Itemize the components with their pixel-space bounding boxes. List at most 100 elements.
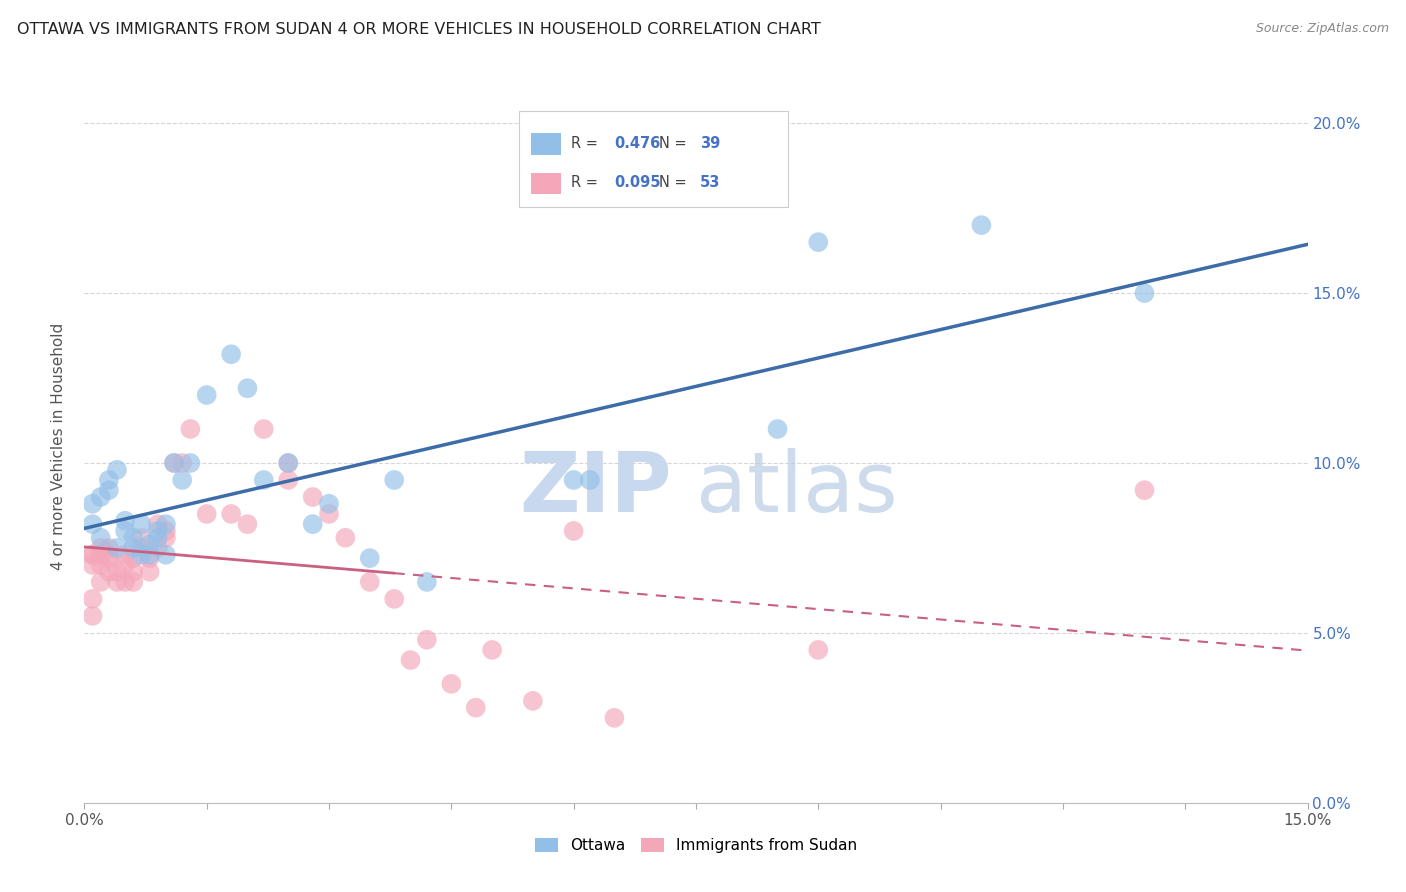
Point xyxy=(82,517,104,532)
Text: atlas: atlas xyxy=(696,449,897,529)
Text: 0.095: 0.095 xyxy=(614,175,661,190)
Point xyxy=(277,456,299,470)
Point xyxy=(382,591,405,606)
Point xyxy=(122,541,145,555)
Point xyxy=(114,558,136,572)
Point xyxy=(416,574,439,589)
Point xyxy=(122,574,145,589)
Text: N =: N = xyxy=(659,136,692,151)
Point xyxy=(163,456,186,470)
Text: R =: R = xyxy=(571,175,603,190)
Point xyxy=(562,473,585,487)
Point xyxy=(114,514,136,528)
Point xyxy=(97,473,120,487)
Legend: Ottawa, Immigrants from Sudan: Ottawa, Immigrants from Sudan xyxy=(529,832,863,859)
Point xyxy=(146,541,169,555)
Point xyxy=(253,473,276,487)
Point xyxy=(579,473,602,487)
Point xyxy=(359,574,381,589)
Point xyxy=(146,524,169,538)
Point xyxy=(97,548,120,562)
Point xyxy=(122,551,145,566)
Point xyxy=(138,565,160,579)
Point xyxy=(766,422,789,436)
Point xyxy=(131,541,153,555)
Text: ZIP: ZIP xyxy=(519,449,672,529)
Point xyxy=(155,517,177,532)
Point xyxy=(277,473,299,487)
Point xyxy=(97,551,120,566)
Point xyxy=(195,507,218,521)
Point xyxy=(318,497,340,511)
Text: OTTAWA VS IMMIGRANTS FROM SUDAN 4 OR MORE VEHICLES IN HOUSEHOLD CORRELATION CHAR: OTTAWA VS IMMIGRANTS FROM SUDAN 4 OR MOR… xyxy=(17,22,821,37)
Point xyxy=(90,548,112,562)
Point xyxy=(807,235,830,249)
Point xyxy=(301,517,323,532)
Point xyxy=(82,497,104,511)
Point xyxy=(172,473,194,487)
Point xyxy=(399,653,422,667)
Point xyxy=(131,531,153,545)
Point xyxy=(82,548,104,562)
Point xyxy=(1133,286,1156,301)
Point xyxy=(382,473,405,487)
Point xyxy=(155,548,177,562)
Point xyxy=(90,531,112,545)
Point xyxy=(807,643,830,657)
Point xyxy=(464,700,486,714)
Text: N =: N = xyxy=(659,175,692,190)
Point xyxy=(172,456,194,470)
Point xyxy=(481,643,503,657)
Point xyxy=(97,541,120,555)
Point xyxy=(105,574,128,589)
Point xyxy=(155,524,177,538)
Point xyxy=(416,632,439,647)
Point xyxy=(131,517,153,532)
Point xyxy=(131,548,153,562)
Point xyxy=(82,608,104,623)
Text: 0.476: 0.476 xyxy=(614,136,661,151)
Text: 39: 39 xyxy=(700,136,720,151)
Point xyxy=(970,218,993,232)
Text: R =: R = xyxy=(571,136,603,151)
Point xyxy=(114,524,136,538)
Point xyxy=(82,591,104,606)
Point xyxy=(522,694,544,708)
Text: 53: 53 xyxy=(700,175,720,190)
Y-axis label: 4 or more Vehicles in Household: 4 or more Vehicles in Household xyxy=(51,322,66,570)
Point xyxy=(114,574,136,589)
Point xyxy=(301,490,323,504)
Point xyxy=(90,490,112,504)
Point xyxy=(1133,483,1156,498)
Point xyxy=(318,507,340,521)
Point xyxy=(219,507,242,521)
Point xyxy=(277,456,299,470)
Point xyxy=(105,565,128,579)
Point xyxy=(253,422,276,436)
Point xyxy=(82,558,104,572)
Point xyxy=(179,456,201,470)
FancyBboxPatch shape xyxy=(531,173,561,194)
Point xyxy=(562,524,585,538)
Point xyxy=(97,565,120,579)
Point xyxy=(105,541,128,555)
Point xyxy=(146,517,169,532)
Point xyxy=(359,551,381,566)
Point xyxy=(236,517,259,532)
Point xyxy=(146,531,169,545)
Point xyxy=(155,531,177,545)
Point xyxy=(163,456,186,470)
Point xyxy=(440,677,463,691)
Point xyxy=(105,463,128,477)
Point xyxy=(122,531,145,545)
Point xyxy=(97,483,120,498)
Point xyxy=(90,558,112,572)
Point xyxy=(138,537,160,551)
FancyBboxPatch shape xyxy=(519,111,787,207)
Point xyxy=(138,551,160,566)
Point xyxy=(114,548,136,562)
Point xyxy=(90,574,112,589)
Point xyxy=(138,548,160,562)
FancyBboxPatch shape xyxy=(531,134,561,155)
Point xyxy=(195,388,218,402)
